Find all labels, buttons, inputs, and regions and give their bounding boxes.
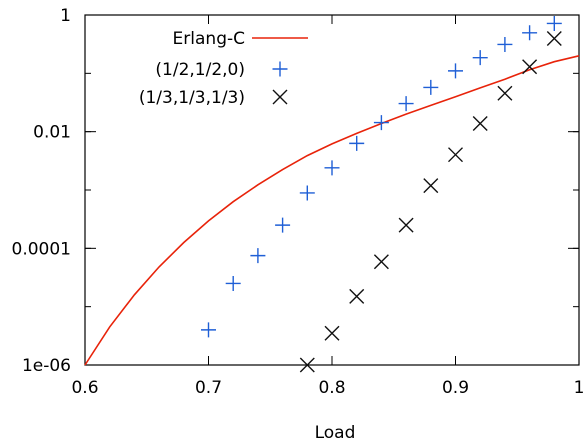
y-tick-label: 0.01 <box>33 123 71 143</box>
y-tick-label: 0.0001 <box>12 239 71 259</box>
y-axis: 1e-06 0.0001 0.01 1 <box>12 6 579 376</box>
x-axis: 0.6 0.7 0.8 0.9 1 <box>71 15 584 398</box>
data-point-plus <box>546 15 562 31</box>
data-point-cross <box>349 288 365 304</box>
legend-label: (1/3,1/3,1/3) <box>139 88 245 108</box>
series-0 <box>84 55 580 366</box>
data-point-cross <box>373 254 389 270</box>
data-point-cross <box>448 147 463 163</box>
legend: Erlang-C (1/2,1/2,0) (1/3,1/3,1/3) <box>139 29 308 108</box>
x-tick-label: 0.6 <box>71 378 98 398</box>
data-point-plus <box>497 36 513 52</box>
x-tick-label: 0.9 <box>442 378 469 398</box>
data-point-cross <box>472 116 488 132</box>
data-point-plus <box>423 79 439 95</box>
legend-label: Erlang-C <box>173 29 245 49</box>
data-point-cross <box>546 30 562 46</box>
data-point-plus <box>349 135 365 151</box>
series-layer <box>84 15 580 373</box>
legend-swatch-cross <box>272 89 288 105</box>
data-point-plus <box>225 275 241 291</box>
data-point-plus <box>250 248 266 264</box>
data-point-plus <box>299 185 315 201</box>
data-point-cross <box>522 59 538 75</box>
data-point-cross <box>423 178 439 194</box>
legend-label: (1/2,1/2,0) <box>155 60 245 80</box>
legend-swatch-plus <box>272 61 288 77</box>
data-point-cross <box>299 357 315 373</box>
data-point-plus <box>275 217 291 233</box>
data-point-plus <box>522 25 538 41</box>
data-point-plus <box>448 63 463 79</box>
data-point-plus <box>398 96 414 112</box>
x-tick-label: 0.7 <box>195 378 222 398</box>
erlang-c-line <box>84 55 580 366</box>
data-point-plus <box>373 115 389 131</box>
data-point-plus <box>324 160 340 176</box>
y-tick-label: 1 <box>60 6 71 26</box>
data-point-cross <box>324 325 340 341</box>
x-axis-label: Load <box>315 423 356 443</box>
series-2 <box>299 30 562 373</box>
series-1 <box>201 15 562 338</box>
data-point-cross <box>497 85 513 101</box>
data-point-plus <box>201 322 216 338</box>
y-tick-label: 1e-06 <box>22 356 71 376</box>
x-tick-label: 0.8 <box>318 378 345 398</box>
data-point-plus <box>472 50 488 66</box>
data-point-cross <box>398 217 414 233</box>
x-tick-label: 1 <box>574 378 585 398</box>
